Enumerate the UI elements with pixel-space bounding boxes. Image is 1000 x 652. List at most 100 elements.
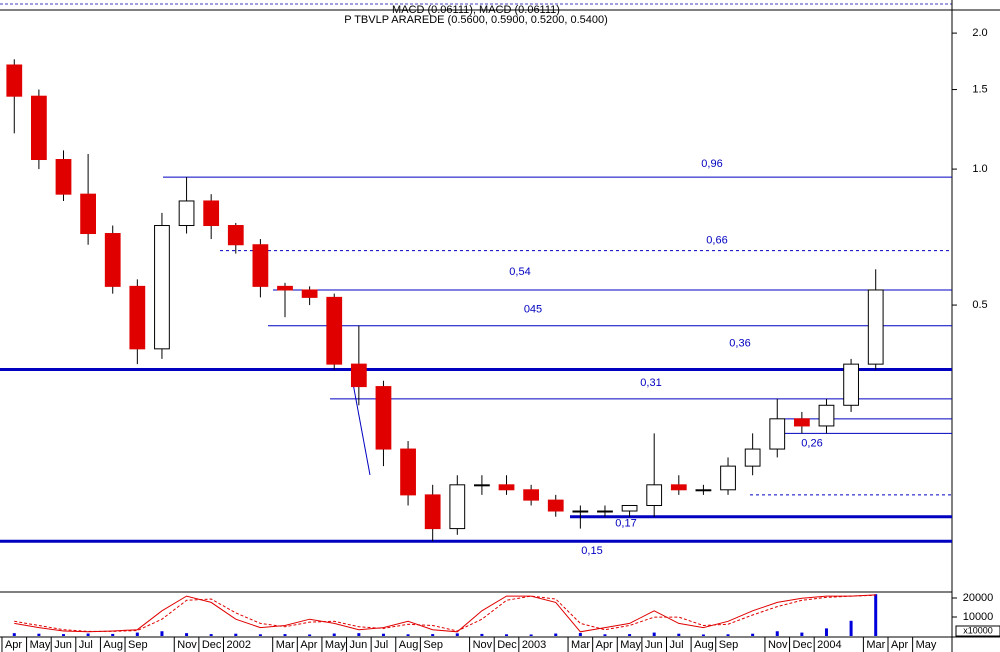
candle-body [572, 510, 589, 513]
candle-body [6, 64, 23, 97]
level-label: 0,66 [706, 235, 727, 247]
volume-bar [529, 634, 533, 636]
oscillator-line [14, 594, 876, 633]
volume-bar [824, 628, 828, 636]
candle-body [621, 504, 638, 512]
candle-body [843, 363, 859, 406]
x-tick-label: Apr [5, 639, 22, 651]
candle-body [547, 499, 564, 512]
level-label: 0,54 [509, 266, 530, 278]
volume-bar [258, 634, 262, 636]
candle-body [769, 418, 786, 450]
x-tick-label: Jul [374, 639, 388, 651]
candle-body [744, 448, 761, 467]
volume-bar [185, 633, 189, 636]
x-tick-label: Aug [103, 639, 123, 651]
x-tick-label: Dec [202, 639, 222, 651]
volume-bar [701, 634, 705, 636]
chart-subtitle: P TBVLP ARAREDE (0.5600, 0.5900, 0.5200,… [344, 14, 608, 26]
x-tick-label: Aug [694, 639, 714, 651]
candle-body [104, 233, 121, 287]
x-tick-label: Mar [276, 639, 295, 651]
x-tick-label: Jul [669, 639, 683, 651]
x-tick-label: Jul [79, 639, 93, 651]
candle-body [301, 289, 318, 298]
level-label: 0,15 [581, 545, 602, 557]
x-tick-label: Sep [128, 639, 148, 651]
volume-bar [578, 632, 582, 636]
volume-bar [406, 634, 410, 636]
volume-bar [455, 633, 459, 636]
x-tick-label: Apr [300, 639, 317, 651]
candle-body [720, 465, 736, 491]
volume-bar [726, 634, 730, 636]
volume-bar [505, 634, 509, 636]
volume-bar [160, 631, 164, 636]
x-tick-label: Jun [645, 639, 663, 651]
x-tick-label: May [916, 639, 937, 651]
volume-bar [480, 633, 484, 636]
volume-bar [677, 633, 681, 636]
candle-body [326, 296, 343, 365]
volume-tick-label: 10000 [963, 611, 994, 623]
volume-bar [12, 633, 16, 636]
x-tick-label: Sep [423, 639, 443, 651]
volume-bar [874, 594, 878, 636]
candle-body [80, 193, 96, 235]
volume-bar [800, 632, 804, 636]
volume-bar [209, 634, 213, 636]
candle-body [227, 225, 244, 246]
candle-body [498, 484, 515, 491]
volume-bar [61, 634, 65, 636]
level-label: 0,36 [729, 337, 750, 349]
candle-body [178, 200, 195, 227]
candle-body [154, 225, 170, 350]
unit-label: x10000 [963, 625, 993, 635]
candle-body [646, 484, 663, 506]
x-tick-label: Jun [350, 639, 368, 651]
volume-bar [234, 633, 238, 636]
candle-body [55, 159, 72, 195]
volume-bar [849, 620, 853, 636]
candle-body [695, 489, 712, 492]
candle-body [424, 494, 441, 530]
candle-body [449, 484, 466, 530]
level-label: 0,96 [701, 158, 722, 170]
x-tick-label: Dec [497, 639, 517, 651]
volume-bar [86, 633, 90, 636]
x-tick-label: Mar [571, 639, 590, 651]
volume-bar [603, 634, 607, 636]
x-tick-label: Dec [793, 639, 813, 651]
level-label: 0,31 [640, 377, 661, 389]
y-tick-label: 1.5 [972, 83, 987, 95]
level-label: 045 [524, 304, 542, 316]
x-tick-label: Sep [719, 639, 739, 651]
volume-bar [111, 633, 115, 636]
x-tick-label: 2003 [522, 639, 546, 651]
x-tick-label: Nov [473, 639, 493, 651]
x-tick-label: 2004 [817, 639, 841, 651]
candle-body [252, 244, 269, 287]
x-tick-label: May [620, 639, 641, 651]
volume-bar [554, 633, 558, 636]
unit-box [955, 625, 1000, 637]
candle-body [375, 386, 392, 450]
candle-body [31, 95, 47, 161]
x-tick-label: May [325, 639, 346, 651]
volume-bar [751, 633, 755, 636]
volume-bar [381, 633, 385, 636]
candle-body [523, 489, 540, 501]
candle-body [350, 363, 367, 388]
x-tick-label: Nov [177, 639, 197, 651]
candle-body [867, 289, 884, 365]
x-tick-label: 2002 [226, 639, 250, 651]
x-tick-label: May [30, 639, 51, 651]
trend-line [351, 377, 371, 476]
candle-body [203, 200, 220, 227]
volume-bar [357, 633, 361, 636]
volume-bar [37, 633, 41, 636]
level-label: 0,17 [615, 518, 636, 530]
volume-bar [652, 632, 656, 636]
level-label: 0,26 [801, 437, 822, 449]
oscillator-line [14, 594, 876, 632]
